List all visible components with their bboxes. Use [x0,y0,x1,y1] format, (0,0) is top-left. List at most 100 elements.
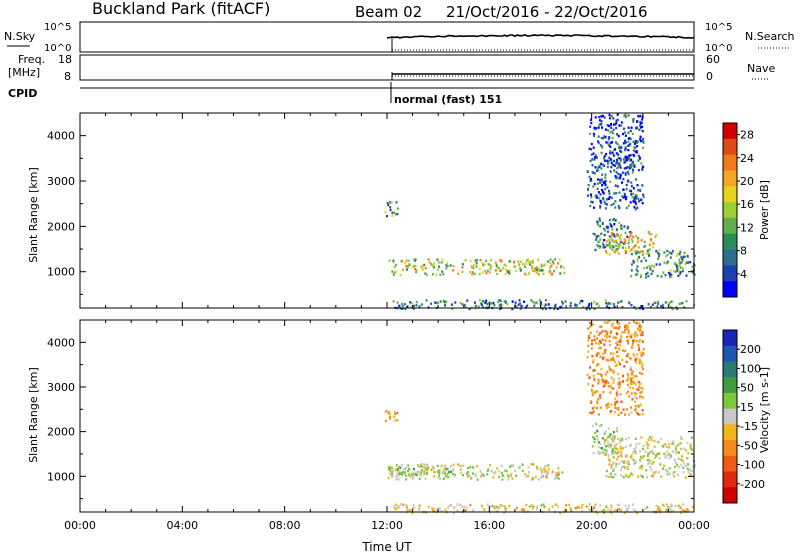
power-cell [603,159,606,162]
velocity-cell [686,441,689,445]
cpid-value: normal (fast) 151 [394,93,502,106]
power-cell [691,269,694,273]
power-cell [593,182,596,186]
power-cell [625,183,628,187]
power-cell [683,306,686,309]
power-cell [489,302,492,305]
velocity-cell [597,333,600,337]
velocity-cell [536,505,539,508]
power-cell [486,302,489,306]
power-cell [438,265,440,268]
velocity-cell [607,507,610,511]
power-cell [428,261,431,264]
x-tick-label: 08:00 [269,519,301,532]
velocity-cell [444,508,447,511]
power-cell [631,164,634,167]
power-cell [647,252,650,255]
velocity-cell [619,334,622,337]
velocity-cell [620,460,623,463]
power-colorbar-tick-label: 4 [740,268,747,281]
power-cell [474,304,477,308]
velocity-cell [411,477,414,480]
power-cell [468,307,471,311]
power-cell [394,263,397,267]
power-cell [478,267,481,271]
power-cell [679,261,682,265]
velocity-cell [686,467,689,470]
power-cell [611,130,613,133]
power-cell [635,127,638,130]
velocity-cell [646,476,649,479]
power-cell [601,190,604,193]
power-cell [679,272,682,276]
power-cell [610,231,613,235]
velocity-cell [543,505,546,509]
power-cell [604,207,607,210]
power-cell [527,272,530,275]
velocity-y-tick-label: 4000 [47,336,75,349]
power-cell [451,307,454,311]
power-cell [619,237,622,240]
velocity-cell [627,329,630,332]
velocity-cell [535,507,538,510]
velocity-cell [397,466,400,469]
velocity-cell [603,343,606,346]
power-cell [636,251,639,254]
power-cell [598,304,601,308]
power-colorbar-tick-label: 16 [740,198,754,211]
power-cell [624,146,627,149]
velocity-colorbar-segment [723,377,737,394]
velocity-cell [654,456,657,460]
power-cell [551,272,554,276]
power-cell [686,254,689,258]
power-cell [469,259,472,263]
velocity-cell [604,380,607,384]
power-cell [414,258,417,261]
power-cell [437,268,440,271]
nsearch-tick-bottom: 10^0 [705,43,732,54]
power-cell [459,301,462,304]
power-cell [473,272,476,276]
power-cell [634,244,637,247]
velocity-cell [525,503,528,507]
power-cell [627,144,630,147]
velocity-cell [535,465,538,469]
power-cell [616,133,619,136]
power-cell [609,115,612,119]
velocity-cell [641,340,644,343]
velocity-cell [541,471,544,474]
velocity-cell [596,435,599,438]
velocity-cell [637,388,640,392]
power-cell [606,203,608,206]
velocity-cell [625,509,628,512]
power-cell [666,249,669,253]
velocity-cell [598,352,600,355]
velocity-cell [596,402,599,405]
power-colorbar-segment [723,138,737,156]
velocity-cell [631,380,634,383]
power-cell [483,263,486,266]
power-cell [615,244,618,248]
nsearch-label: N.Search [745,30,795,43]
power-cell [642,165,645,168]
power-cell [636,260,639,263]
velocity-cell [631,473,634,476]
velocity-cell [606,321,609,324]
velocity-cell [682,471,685,474]
velocity-cell [420,463,422,466]
velocity-cell [438,507,441,510]
power-cell [604,229,607,232]
power-colorbar-segment [723,123,737,140]
power-cell [522,263,525,266]
velocity-cell [621,466,623,469]
power-cell [616,118,619,122]
velocity-cell [648,436,651,439]
power-cell [623,167,626,170]
power-cell [618,177,621,180]
velocity-cell [624,413,626,416]
power-cell [487,263,490,266]
velocity-cell [641,331,644,334]
velocity-cell [545,473,548,476]
velocity-cell [620,468,623,472]
velocity-cell [629,456,632,459]
